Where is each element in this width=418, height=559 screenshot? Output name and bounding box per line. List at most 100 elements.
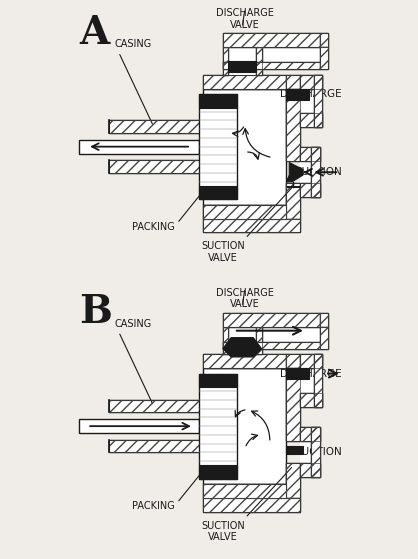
Bar [223, 342, 320, 349]
Bar [300, 440, 311, 463]
Bar [320, 33, 328, 47]
Bar [300, 463, 320, 477]
Bar [286, 88, 300, 161]
Bar [204, 498, 300, 512]
Bar [300, 427, 320, 440]
Bar [204, 484, 286, 498]
Bar [286, 88, 308, 100]
Text: B: B [79, 293, 112, 331]
Bar [286, 368, 308, 379]
Bar [204, 205, 286, 219]
Bar [300, 88, 314, 113]
Bar [286, 183, 300, 219]
Bar [320, 312, 328, 326]
Bar [286, 368, 300, 440]
Bar [314, 354, 322, 407]
Bar [204, 484, 286, 498]
Bar [300, 393, 322, 407]
Bar [300, 113, 322, 127]
Text: SUCTION: SUCTION [295, 167, 342, 177]
Bar [320, 47, 328, 69]
Bar [223, 312, 320, 326]
Bar [300, 393, 322, 407]
Bar [320, 326, 328, 349]
Bar [223, 47, 228, 75]
Bar [110, 440, 204, 452]
Bar [110, 120, 204, 133]
Bar [314, 75, 322, 127]
Bar [204, 75, 286, 88]
Text: DISCHARGE: DISCHARGE [280, 89, 342, 99]
Bar [286, 75, 300, 88]
Polygon shape [286, 446, 303, 454]
Bar [223, 33, 320, 47]
Bar [300, 368, 314, 393]
Bar [300, 113, 322, 127]
Bar [311, 148, 320, 197]
Bar [314, 354, 322, 407]
Polygon shape [286, 163, 303, 182]
Text: PISTON: PISTON [126, 421, 199, 432]
Bar [204, 75, 286, 88]
Bar [204, 205, 286, 219]
Bar [300, 463, 320, 477]
Text: SUCTION
VALVE: SUCTION VALVE [201, 467, 291, 542]
Bar [300, 354, 322, 368]
Bar [223, 33, 320, 47]
Bar [256, 47, 262, 75]
Bar [286, 368, 300, 440]
Polygon shape [228, 61, 256, 72]
Bar [223, 47, 228, 75]
Bar [300, 148, 320, 161]
Bar [320, 33, 328, 47]
Bar [110, 160, 204, 173]
Bar [286, 75, 300, 88]
Bar [204, 354, 286, 368]
Bar [204, 205, 286, 219]
Bar [199, 186, 237, 199]
Bar [311, 148, 320, 197]
Bar [79, 419, 199, 433]
Bar [223, 47, 228, 75]
Bar [286, 354, 300, 368]
Bar [223, 47, 262, 75]
Bar [256, 326, 262, 354]
Bar [110, 160, 204, 173]
Bar [223, 62, 320, 69]
Bar [300, 148, 320, 161]
Bar [199, 465, 237, 479]
Bar [300, 183, 320, 197]
Bar [204, 219, 300, 233]
Bar [300, 148, 320, 161]
Bar [204, 484, 286, 498]
Bar [320, 326, 328, 349]
Bar [223, 342, 320, 349]
Bar [223, 62, 320, 69]
Bar [110, 440, 204, 452]
Text: PACKING: PACKING [132, 195, 200, 232]
Text: DISCHARGE
VALVE: DISCHARGE VALVE [216, 8, 274, 30]
Bar [311, 427, 320, 477]
Text: SUCTION: SUCTION [295, 447, 342, 457]
Bar [204, 219, 300, 233]
Bar [223, 326, 228, 354]
Bar [300, 75, 322, 88]
Bar [256, 47, 262, 75]
Bar [286, 463, 300, 498]
Bar [300, 183, 320, 197]
Bar [300, 427, 320, 440]
Bar [286, 354, 300, 368]
Bar [286, 88, 300, 161]
Bar [286, 183, 300, 219]
Bar [286, 354, 300, 368]
Text: MOTION: MOTION [119, 420, 159, 430]
Bar [199, 94, 237, 199]
Bar [110, 400, 204, 413]
Bar [204, 498, 300, 512]
Bar [314, 354, 322, 407]
Bar [223, 47, 320, 62]
Text: PISTON: PISTON [126, 142, 199, 152]
Bar [256, 47, 262, 75]
Bar [320, 326, 328, 349]
Bar [223, 326, 262, 354]
